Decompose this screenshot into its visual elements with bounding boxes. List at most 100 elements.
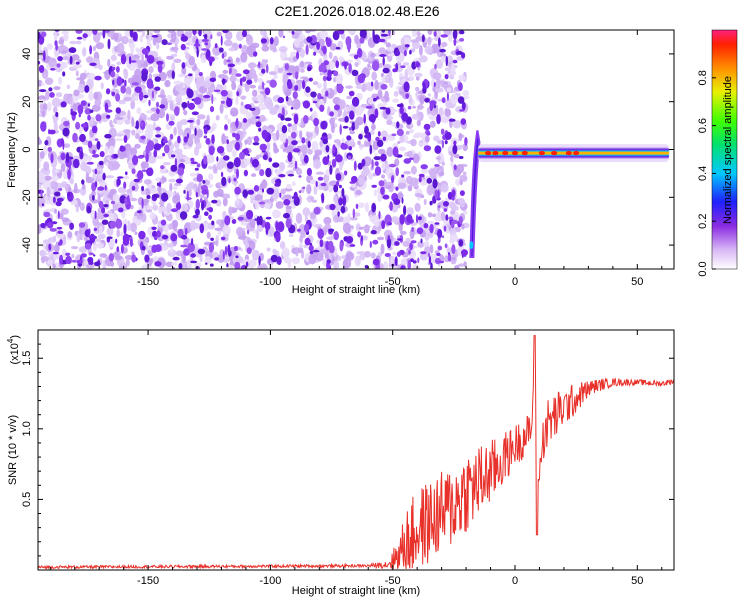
noise-blob: [116, 229, 120, 238]
noise-blob: [60, 163, 66, 172]
noise-blob-strong: [181, 234, 188, 240]
noise-blob: [381, 174, 386, 179]
noise-blob: [279, 132, 288, 143]
noise-blob: [58, 45, 67, 51]
noise-blob-strong: [453, 140, 457, 146]
noise-blob-strong: [335, 46, 341, 50]
noise-blob-strong: [319, 239, 324, 248]
noise-blob-strong: [437, 245, 443, 251]
noise-blob-strong: [145, 53, 149, 59]
noise-blob-strong: [71, 259, 77, 263]
noise-blob: [357, 140, 361, 145]
noise-blob-strong: [392, 146, 399, 158]
noise-blob: [97, 207, 103, 213]
noise-blob-strong: [298, 190, 302, 194]
noise-blob-strong: [297, 228, 301, 232]
noise-blob-strong: [406, 214, 413, 224]
noise-blob-strong: [340, 205, 346, 214]
noise-blob-strong: [75, 121, 81, 130]
noise-blob: [60, 61, 68, 69]
noise-blob-strong: [253, 51, 258, 57]
noise-blob: [61, 183, 67, 188]
noise-blob: [333, 214, 340, 223]
noise-blob: [122, 175, 130, 180]
noise-blob-strong: [63, 120, 70, 127]
noise-blob-strong: [177, 167, 185, 176]
noise-blob: [81, 234, 85, 240]
noise-blob: [345, 85, 353, 89]
noise-blob: [108, 212, 115, 222]
noise-blob: [131, 117, 135, 128]
noise-blob-strong: [50, 68, 56, 71]
noise-blob-strong: [153, 149, 158, 158]
noise-blob-strong: [84, 108, 92, 115]
noise-blob-strong: [363, 113, 367, 124]
noise-blob-strong: [378, 180, 385, 187]
noise-blob-strong: [102, 30, 106, 39]
noise-blob-strong: [186, 132, 190, 139]
noise-blob: [123, 68, 129, 80]
noise-blob: [212, 163, 217, 174]
noise-blob: [147, 155, 157, 164]
noise-blob: [196, 76, 205, 87]
noise-blob: [258, 85, 263, 90]
noise-blob-strong: [264, 221, 271, 231]
noise-blob-strong: [461, 249, 468, 256]
noise-blob-strong: [357, 74, 365, 84]
noise-blob-strong: [275, 232, 281, 243]
noise-blob-strong: [369, 144, 373, 155]
noise-blob-strong: [417, 257, 420, 264]
noise-blob: [251, 249, 260, 261]
noise-blob: [455, 178, 461, 186]
noise-blob: [155, 155, 164, 160]
noise-blob: [347, 30, 356, 34]
noise-blob-strong: [351, 69, 359, 77]
noise-blob: [450, 160, 454, 168]
noise-blob: [386, 47, 395, 52]
noise-blob-strong: [56, 197, 64, 202]
noise-blob-strong: [307, 66, 312, 72]
noise-blob: [329, 43, 337, 51]
colorbar: 0.0 0.2 0.4 0.6 0.8 Normalized spectral ampl…: [697, 29, 738, 277]
noise-blob-strong: [396, 251, 401, 257]
noise-blob-strong: [378, 38, 386, 43]
noise-blob: [137, 59, 143, 69]
noise-blob: [173, 126, 177, 136]
noise-blob-strong: [106, 236, 113, 240]
noise-blob-strong: [444, 140, 448, 145]
noise-blob-strong: [203, 135, 208, 139]
noise-blob: [268, 71, 277, 76]
noise-blob: [316, 83, 323, 89]
noise-blob-strong: [433, 104, 437, 109]
noise-blob-strong: [294, 85, 299, 91]
noise-blob-strong: [382, 56, 385, 66]
noise-blob: [458, 132, 463, 142]
noise-blob: [424, 135, 430, 143]
noise-blob-strong: [132, 31, 138, 42]
noise-blob-strong: [68, 47, 77, 54]
noise-blob-strong: [394, 256, 398, 267]
noise-blob-strong: [381, 220, 386, 230]
noise-blob: [294, 30, 303, 34]
snr-frame: [37, 329, 675, 571]
noise-blob: [314, 159, 320, 169]
noise-blob: [236, 226, 244, 237]
noise-blob-strong: [416, 227, 424, 235]
noise-blob-strong: [448, 118, 456, 122]
noise-blob-strong: [58, 241, 62, 246]
noise-blob: [126, 149, 131, 157]
noise-blob-strong: [332, 144, 336, 154]
noise-blob-strong: [261, 81, 265, 90]
noise-blob-strong: [428, 255, 432, 265]
noise-blob: [277, 67, 284, 74]
noise-blob: [339, 159, 343, 171]
noise-blob: [82, 47, 87, 57]
noise-blob: [388, 108, 398, 113]
noise-blob: [382, 161, 386, 171]
noise-blob: [361, 83, 367, 93]
noise-blob-strong: [60, 137, 64, 145]
noise-blob: [66, 84, 71, 89]
noise-blob: [287, 127, 291, 133]
noise-blob: [315, 171, 325, 175]
noise-blob: [52, 166, 57, 178]
